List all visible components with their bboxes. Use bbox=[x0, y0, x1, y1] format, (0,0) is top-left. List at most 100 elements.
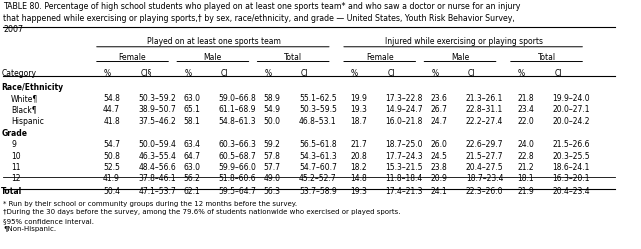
Text: 54.9: 54.9 bbox=[263, 105, 281, 114]
Text: 46.8–53.1: 46.8–53.1 bbox=[299, 117, 337, 125]
Text: 50.4: 50.4 bbox=[103, 187, 120, 196]
Text: †During the 30 days before the survey, among the 79.6% of students nationwide wh: †During the 30 days before the survey, a… bbox=[3, 209, 401, 215]
Text: 16.3–20.1: 16.3–20.1 bbox=[553, 175, 590, 184]
Text: 19.9: 19.9 bbox=[350, 94, 367, 103]
Text: 22.0: 22.0 bbox=[517, 117, 534, 125]
Text: %: % bbox=[104, 68, 111, 77]
Text: 56.5–61.8: 56.5–61.8 bbox=[299, 140, 337, 149]
Text: 61.1–68.9: 61.1–68.9 bbox=[219, 105, 256, 114]
Text: %: % bbox=[431, 68, 438, 77]
Text: that happened while exercising or playing sports,† by sex, race/ethnicity, and g: that happened while exercising or playin… bbox=[3, 13, 515, 22]
Text: 24.5: 24.5 bbox=[431, 152, 447, 161]
Text: 20.4–27.5: 20.4–27.5 bbox=[466, 163, 504, 172]
Text: White¶: White¶ bbox=[11, 94, 38, 103]
Text: 10: 10 bbox=[11, 152, 21, 161]
Text: 22.2–27.4: 22.2–27.4 bbox=[466, 117, 503, 125]
Text: %: % bbox=[265, 68, 272, 77]
Text: 15.3–21.5: 15.3–21.5 bbox=[386, 163, 423, 172]
Text: 22.6–29.7: 22.6–29.7 bbox=[466, 140, 503, 149]
Text: 21.5–27.7: 21.5–27.7 bbox=[466, 152, 503, 161]
Text: TABLE 80. Percentage of high school students who played on at least one sports t: TABLE 80. Percentage of high school stud… bbox=[3, 2, 520, 11]
Text: 62.1: 62.1 bbox=[183, 187, 200, 196]
Text: 11.8–18.4: 11.8–18.4 bbox=[386, 175, 423, 184]
Text: 59.5–64.7: 59.5–64.7 bbox=[219, 187, 256, 196]
Text: Female: Female bbox=[119, 53, 146, 62]
Text: Total: Total bbox=[284, 53, 303, 62]
Text: Grade: Grade bbox=[1, 129, 27, 138]
Text: 21.3–26.1: 21.3–26.1 bbox=[466, 94, 503, 103]
Text: 55.1–62.5: 55.1–62.5 bbox=[299, 94, 337, 103]
Text: CI: CI bbox=[301, 68, 308, 77]
Text: 60.3–66.3: 60.3–66.3 bbox=[219, 140, 256, 149]
Text: 50.8: 50.8 bbox=[103, 152, 120, 161]
Text: 38.9–50.7: 38.9–50.7 bbox=[138, 105, 176, 114]
Text: 58.9: 58.9 bbox=[263, 94, 281, 103]
Text: %: % bbox=[518, 68, 525, 77]
Text: CI: CI bbox=[221, 68, 228, 77]
Text: %: % bbox=[351, 68, 358, 77]
Text: CI§: CI§ bbox=[140, 68, 152, 77]
Text: 20.0–24.2: 20.0–24.2 bbox=[553, 117, 590, 125]
Text: 50.0–59.4: 50.0–59.4 bbox=[138, 140, 176, 149]
Text: 22.3–26.0: 22.3–26.0 bbox=[466, 187, 503, 196]
Text: §95% confidence interval.: §95% confidence interval. bbox=[3, 218, 94, 224]
Text: 64.7: 64.7 bbox=[183, 152, 200, 161]
Text: 17.3–22.8: 17.3–22.8 bbox=[386, 94, 423, 103]
Text: 63.0: 63.0 bbox=[183, 163, 200, 172]
Text: Total: Total bbox=[538, 53, 556, 62]
Text: 46.3–55.4: 46.3–55.4 bbox=[138, 152, 176, 161]
Text: 19.3: 19.3 bbox=[350, 187, 367, 196]
Text: 24.7: 24.7 bbox=[431, 117, 447, 125]
Text: Total: Total bbox=[1, 187, 22, 196]
Text: 17.7–24.3: 17.7–24.3 bbox=[386, 152, 423, 161]
Text: 54.3–61.3: 54.3–61.3 bbox=[299, 152, 337, 161]
Text: 58.1: 58.1 bbox=[183, 117, 200, 125]
Text: 20.3–25.5: 20.3–25.5 bbox=[553, 152, 590, 161]
Text: 56.2: 56.2 bbox=[183, 175, 200, 184]
Text: 18.2: 18.2 bbox=[351, 163, 367, 172]
Text: * Run by their school or community groups during the 12 months before the survey: * Run by their school or community group… bbox=[3, 201, 297, 207]
Text: 24.1: 24.1 bbox=[431, 187, 447, 196]
Text: 45.2–52.7: 45.2–52.7 bbox=[299, 175, 337, 184]
Text: %: % bbox=[184, 68, 192, 77]
Text: ¶Non-Hispanic.: ¶Non-Hispanic. bbox=[3, 226, 56, 232]
Text: 11: 11 bbox=[11, 163, 21, 172]
Text: 51.8–60.6: 51.8–60.6 bbox=[219, 175, 256, 184]
Text: Female: Female bbox=[366, 53, 394, 62]
Text: 57.8: 57.8 bbox=[263, 152, 281, 161]
Text: 63.4: 63.4 bbox=[183, 140, 200, 149]
Text: 50.3–59.5: 50.3–59.5 bbox=[299, 105, 337, 114]
Text: 23.8: 23.8 bbox=[431, 163, 447, 172]
Text: 23.4: 23.4 bbox=[517, 105, 534, 114]
Text: 19.3: 19.3 bbox=[350, 105, 367, 114]
Text: 41.9: 41.9 bbox=[103, 175, 120, 184]
Text: 57.7: 57.7 bbox=[263, 163, 281, 172]
Text: Hispanic: Hispanic bbox=[11, 117, 44, 125]
Text: 2007: 2007 bbox=[3, 25, 23, 34]
Text: 50.0: 50.0 bbox=[263, 117, 281, 125]
Text: 53.7–58.9: 53.7–58.9 bbox=[299, 187, 337, 196]
Text: Played on at least one sports team: Played on at least one sports team bbox=[147, 37, 281, 47]
Text: 65.1: 65.1 bbox=[183, 105, 200, 114]
Text: 20.9: 20.9 bbox=[431, 175, 447, 184]
Text: 41.8: 41.8 bbox=[103, 117, 120, 125]
Text: 37.5–46.2: 37.5–46.2 bbox=[138, 117, 176, 125]
Text: Race/Ethnicity: Race/Ethnicity bbox=[1, 82, 63, 91]
Text: 17.4–21.3: 17.4–21.3 bbox=[386, 187, 423, 196]
Text: 26.7: 26.7 bbox=[431, 105, 447, 114]
Text: CI: CI bbox=[468, 68, 475, 77]
Text: Injured while exercising or playing sports: Injured while exercising or playing spor… bbox=[385, 37, 543, 47]
Text: 14.9–24.7: 14.9–24.7 bbox=[386, 105, 423, 114]
Text: 50.3–59.2: 50.3–59.2 bbox=[138, 94, 176, 103]
Text: 20.0–27.1: 20.0–27.1 bbox=[553, 105, 590, 114]
Text: 26.0: 26.0 bbox=[431, 140, 447, 149]
Text: 23.6: 23.6 bbox=[431, 94, 447, 103]
Text: 9: 9 bbox=[11, 140, 16, 149]
Text: 52.5: 52.5 bbox=[103, 163, 120, 172]
Text: 49.0: 49.0 bbox=[263, 175, 281, 184]
Text: CI: CI bbox=[387, 68, 395, 77]
Text: 18.6–24.1: 18.6–24.1 bbox=[553, 163, 590, 172]
Text: CI: CI bbox=[554, 68, 562, 77]
Text: 56.3: 56.3 bbox=[263, 187, 281, 196]
Text: 18.7–25.0: 18.7–25.0 bbox=[386, 140, 423, 149]
